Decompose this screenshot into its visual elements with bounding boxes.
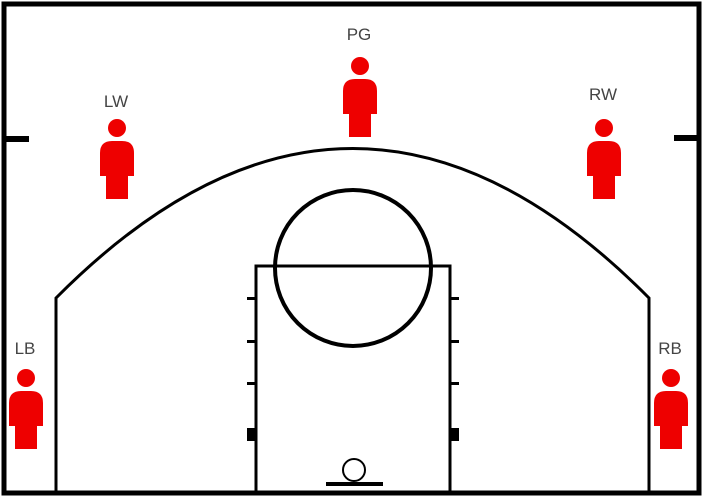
player-body-icon <box>654 391 688 449</box>
left-halfcourt-mark <box>4 136 29 142</box>
lane-hash-marks <box>247 297 459 441</box>
player-body-icon <box>100 141 134 199</box>
player-head-icon <box>662 369 680 387</box>
free-throw-circle <box>273 188 433 348</box>
right-halfcourt-mark <box>674 135 699 141</box>
hoop-rim <box>342 458 366 482</box>
player-rw: RW <box>587 85 621 199</box>
player-label-lw: LW <box>104 92 128 111</box>
player-label-lb: LB <box>15 339 36 358</box>
player-label-rw: RW <box>589 85 617 104</box>
player-head-icon <box>595 119 613 137</box>
player-pg: PG <box>343 25 377 137</box>
player-lw: LW <box>100 92 134 199</box>
three-point-line <box>54 147 651 493</box>
player-body-icon <box>587 141 621 199</box>
free-throw-lane <box>254 264 452 495</box>
player-head-icon <box>108 119 126 137</box>
player-rb: RB <box>654 339 688 449</box>
player-head-icon <box>17 369 35 387</box>
player-label-rb: RB <box>658 339 682 358</box>
player-body-icon <box>343 79 377 137</box>
backboard <box>326 482 383 486</box>
player-body-icon <box>9 391 43 449</box>
player-head-icon <box>351 57 369 75</box>
players-layer: PG LW RW LB RB <box>9 25 688 449</box>
player-lb: LB <box>9 339 43 449</box>
player-label-pg: PG <box>347 25 372 44</box>
